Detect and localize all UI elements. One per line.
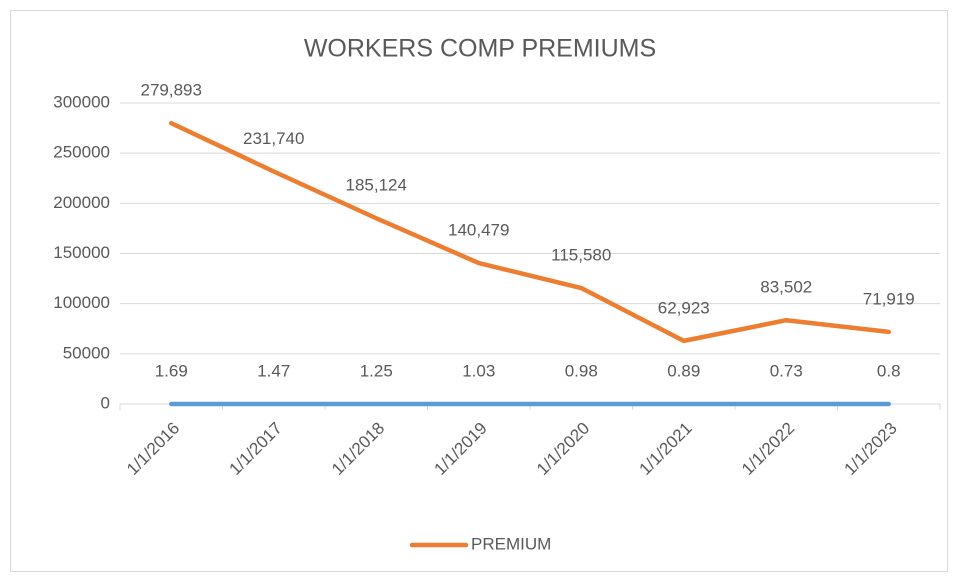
data-label: 115,580: [551, 246, 611, 265]
data-label: 62,923: [658, 298, 710, 317]
data-label: 1.25: [360, 361, 393, 380]
chart-border: [10, 10, 948, 572]
data-label: 1.03: [462, 361, 495, 380]
data-label: 231,740: [243, 129, 304, 148]
data-label: 1.69: [155, 361, 188, 380]
data-label: 83,502: [760, 278, 812, 297]
data-label: 185,124: [346, 176, 407, 195]
y-tick-label: 250000: [53, 143, 110, 162]
legend-label: PREMIUM: [471, 534, 551, 553]
data-label: 0.8: [877, 361, 901, 380]
data-label: 140,479: [448, 221, 509, 240]
data-label: 0.73: [770, 361, 803, 380]
data-label: 0.89: [667, 361, 700, 380]
data-label: 71,919: [863, 289, 915, 308]
data-label: 0.98: [565, 361, 598, 380]
y-tick-label: 150000: [53, 243, 110, 262]
y-tick-label: 50000: [63, 343, 110, 362]
y-tick-label: 0: [101, 393, 110, 412]
data-label: 1.47: [257, 361, 290, 380]
y-tick-label: 100000: [53, 293, 110, 312]
chart-title: WORKERS COMP PREMIUMS: [304, 35, 656, 63]
data-label: 279,893: [141, 81, 202, 100]
y-tick-label: 300000: [53, 92, 110, 111]
series-line: [169, 120, 891, 344]
y-tick-label: 200000: [53, 193, 110, 212]
